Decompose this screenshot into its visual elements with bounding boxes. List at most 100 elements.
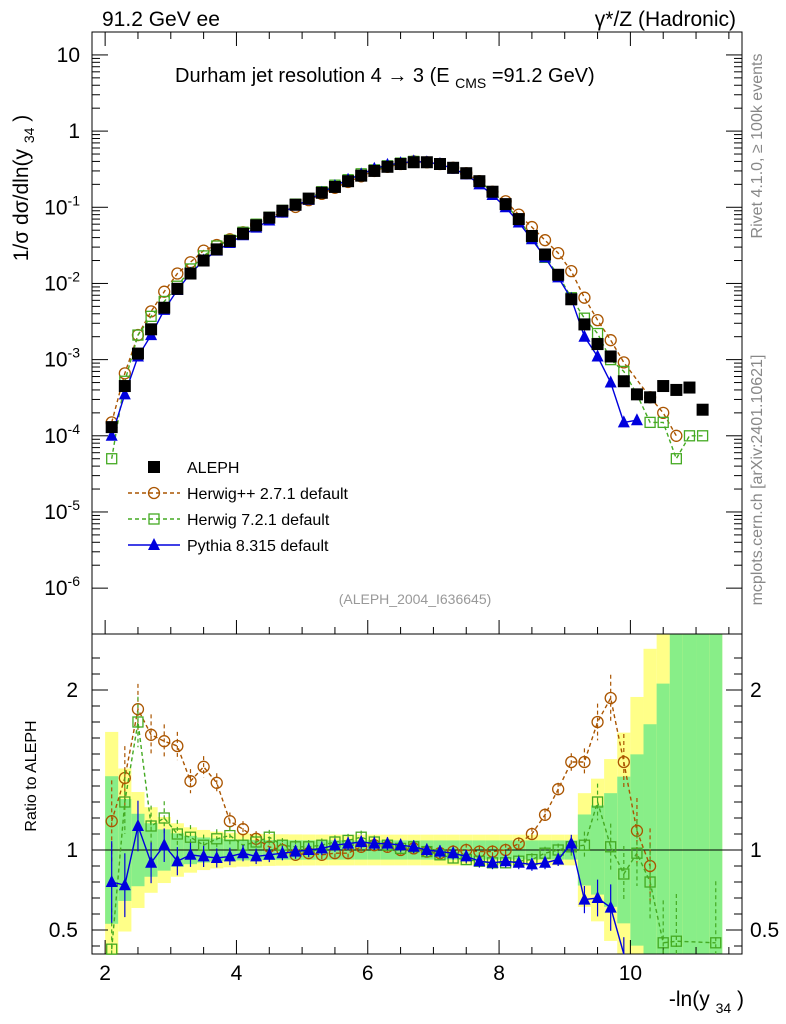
data-point [132, 329, 144, 341]
data-point [223, 235, 236, 248]
ratio-tick-label: 2 [66, 679, 78, 702]
data-point [106, 453, 118, 465]
title-sub: CMS [455, 75, 486, 91]
data-point [644, 391, 657, 404]
y-tick-label: 10-4 [44, 421, 80, 448]
xlabel-sub: 34 [716, 1000, 732, 1016]
data-point [105, 428, 118, 441]
y-tick-exponent: -6 [68, 573, 81, 589]
x-tick-label: 10 [619, 962, 642, 985]
data-point [276, 204, 289, 217]
ylabel-main: 1/σ dσ/dln(y [10, 148, 33, 261]
ratio-point [171, 854, 184, 867]
data-point [237, 227, 250, 240]
legend: ALEPH Herwig++ 2.7.1 default Herwig 7.2.1 … [128, 460, 349, 555]
ratio-point [289, 844, 302, 857]
data-point [670, 429, 683, 442]
ratio-point [604, 691, 617, 705]
data-point [565, 293, 578, 306]
data-point [591, 338, 604, 351]
ratio-point [644, 876, 656, 888]
series-line [111, 160, 638, 437]
data-point [552, 246, 565, 260]
ratio-point [512, 855, 525, 868]
title-rest: 3 (E [413, 65, 450, 87]
ratio-point [486, 855, 499, 868]
data-point [105, 421, 118, 434]
ratio-point [565, 836, 578, 849]
ratio-plot-series [105, 674, 722, 955]
data-point [394, 157, 407, 170]
ratio-point [302, 843, 315, 855]
data-point [670, 383, 683, 396]
y-tick-exponent: -4 [68, 421, 81, 437]
y-tick-label: 10-5 [44, 497, 80, 524]
legend-entry: Pythia 8.315 default [128, 538, 329, 555]
ratio-y-axis-label: Ratio to ALEPH [23, 720, 40, 831]
legend-label: Herwig++ 2.7.1 default [187, 486, 349, 503]
y-tick-label: 10-1 [44, 192, 80, 219]
ratio-point [605, 841, 617, 853]
ratio-point [263, 831, 275, 843]
data-point [145, 310, 157, 322]
xlabel-main: -ln(y [669, 988, 710, 1011]
data-point [552, 268, 565, 281]
ratio-point [315, 841, 328, 854]
ratio-point [381, 836, 394, 849]
band-inner [656, 683, 670, 954]
legend-marker [148, 461, 160, 473]
data-point [158, 301, 171, 314]
data-point [578, 291, 591, 304]
ratio-point [197, 849, 210, 862]
data-point [118, 387, 131, 400]
y-tick-base: 10 [44, 501, 67, 524]
ratio-point [158, 812, 170, 824]
data-point [197, 254, 210, 267]
data-point [407, 156, 420, 169]
ratio-point [407, 839, 420, 852]
series-herwig-2-7-1-default [105, 155, 683, 442]
axis-ticks [92, 31, 742, 954]
data-point [158, 285, 171, 298]
ratio-point [499, 854, 512, 867]
band-inner [709, 634, 723, 954]
series-line [111, 160, 703, 461]
ratio-uncertainty-bands [105, 634, 723, 954]
data-point [683, 430, 696, 442]
analysis-id: (ALEPH_2004_I636645) [339, 591, 492, 607]
title-arrow: → [387, 65, 407, 87]
ratio-point [236, 823, 250, 836]
data-point [604, 375, 617, 388]
ratio-point [604, 900, 617, 913]
legend-label: Pythia 8.315 default [187, 538, 329, 555]
data-point [473, 175, 486, 188]
ratio-point [433, 844, 446, 857]
data-point [486, 185, 499, 198]
ratio-point [657, 937, 669, 949]
ratio-point [539, 855, 552, 868]
data-point [145, 323, 158, 336]
ratio-point [525, 827, 539, 841]
ratio-point [223, 815, 237, 828]
data-point [210, 243, 223, 256]
ratio-point [132, 716, 144, 728]
data-point [171, 267, 184, 280]
ratio-point [131, 819, 144, 831]
ratio-point [171, 739, 184, 753]
data-point [447, 161, 460, 174]
ratio-point [591, 715, 604, 729]
ratio-point [184, 831, 197, 843]
ratio-line [111, 823, 625, 955]
ratio-point [460, 849, 473, 862]
ratio-point [355, 835, 368, 847]
data-point [342, 175, 355, 188]
ratio-plot-frame [91, 633, 743, 955]
ratio-tick-label: 1 [66, 839, 78, 862]
data-point [591, 349, 604, 362]
series-line [111, 160, 677, 437]
ratio-point [210, 851, 223, 863]
ratio-point [670, 935, 682, 947]
ratio-point [144, 728, 158, 741]
x-tick-label: 4 [231, 962, 243, 985]
y-tick-label: 10-2 [44, 268, 80, 295]
